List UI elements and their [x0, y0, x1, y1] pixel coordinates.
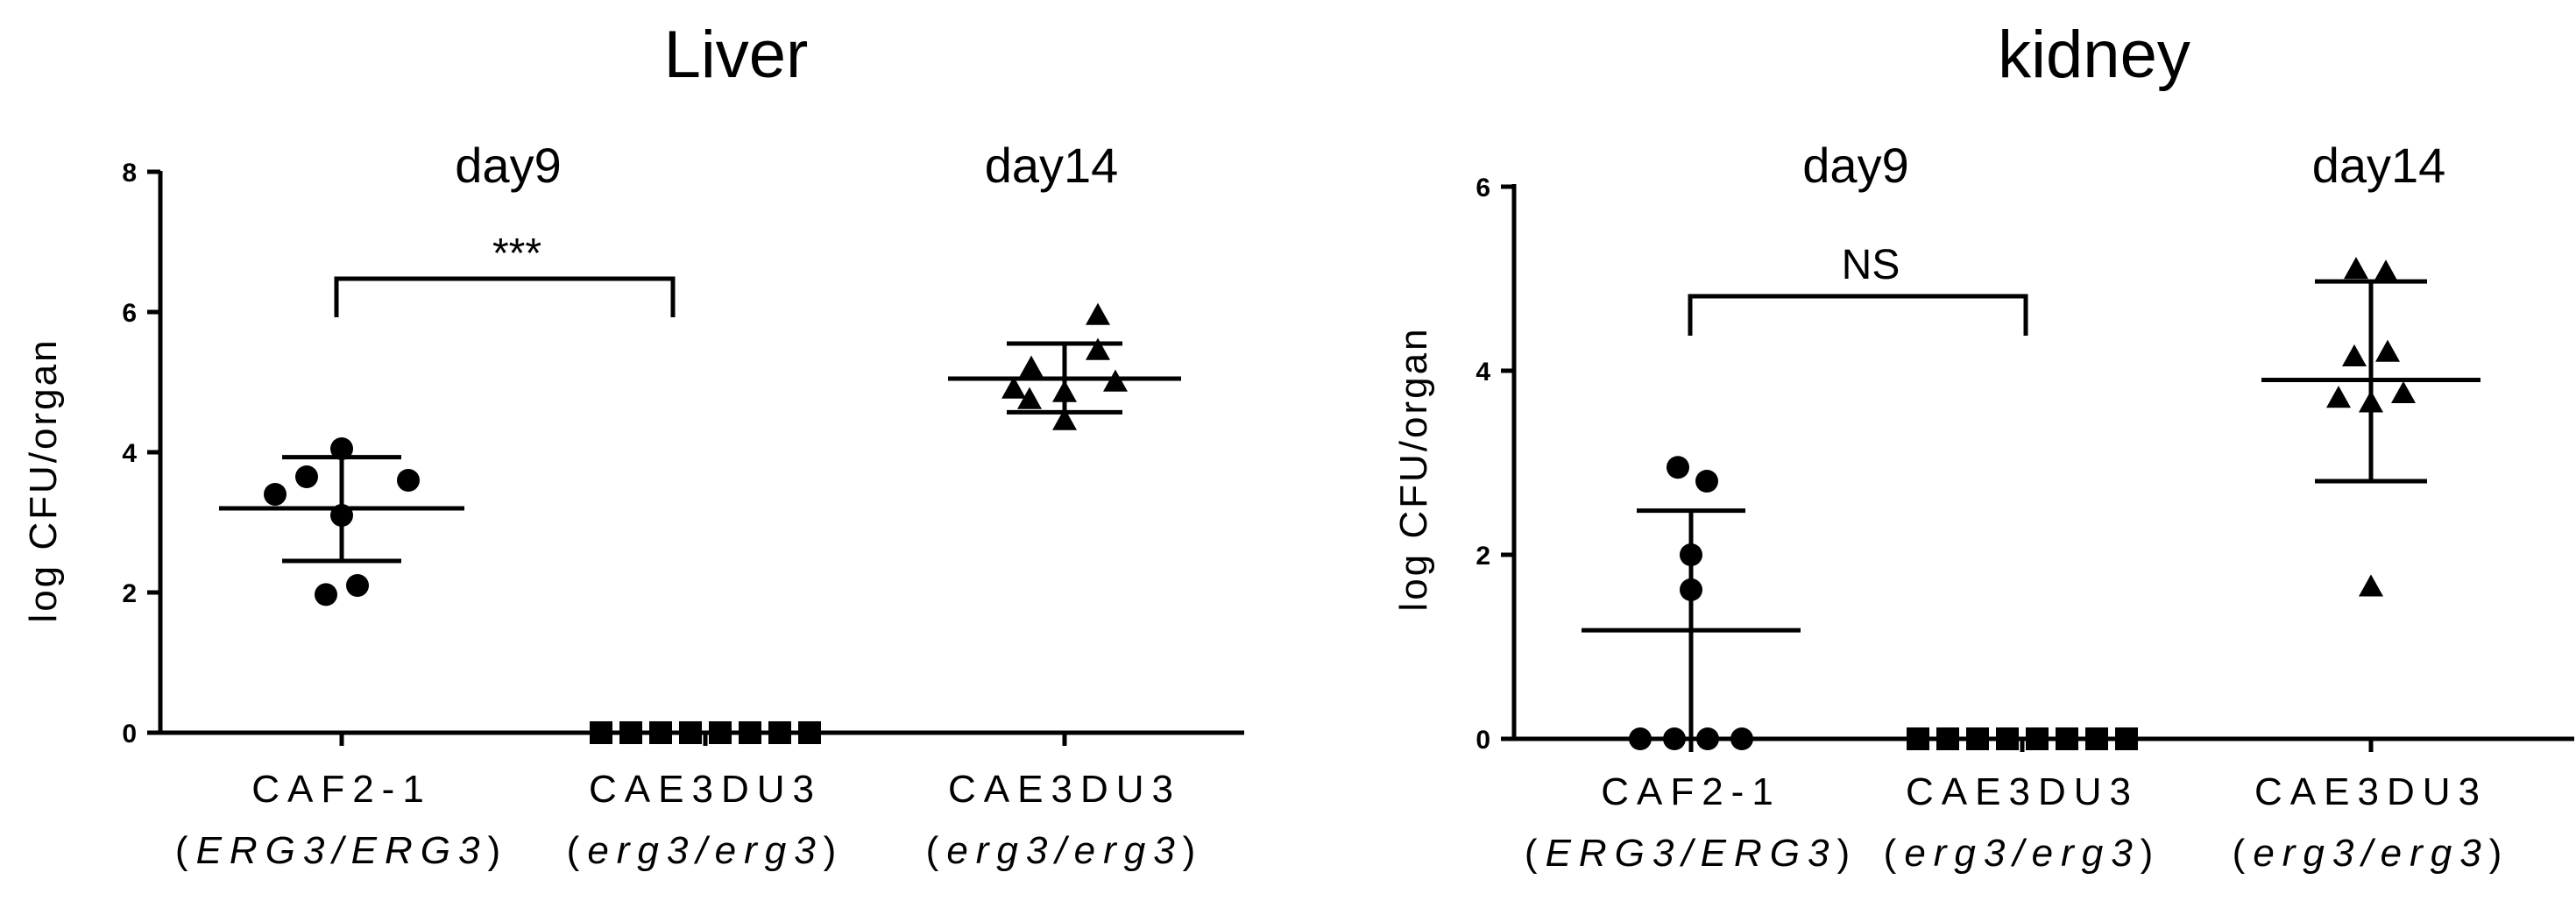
significance-label: *** — [492, 231, 541, 277]
bracket-line — [334, 276, 676, 317]
data-point-square — [768, 721, 791, 744]
data-point-circle — [264, 483, 287, 506]
category-label: CAE3DU3 — [1906, 770, 2139, 813]
data-point-square — [2115, 727, 2138, 750]
y-tick-label: 0 — [1476, 726, 1490, 755]
significance-label: NS — [1842, 242, 1900, 288]
data-point-square — [798, 721, 821, 744]
category-genotype: (erg3/erg3) — [926, 829, 1204, 872]
group-label-day14: day14 — [2312, 138, 2446, 193]
data-point-triangle — [2359, 574, 2383, 597]
y-tick-label: 8 — [122, 159, 137, 188]
y-tick-label: 6 — [1476, 174, 1490, 202]
data-point-circle — [1730, 727, 1753, 750]
data-point-square — [649, 721, 672, 744]
x-ticks — [1688, 739, 2374, 752]
group-label-day9: day9 — [455, 138, 561, 193]
y-tick-label: 6 — [122, 299, 137, 328]
data-point-triangle — [1017, 387, 1042, 409]
y-ticks: 0 2 4 6 8 — [122, 159, 160, 748]
x-ticks — [339, 733, 1067, 746]
data-point-triangle — [2326, 386, 2351, 408]
group-label-day14: day14 — [985, 138, 1119, 193]
y-tick-label: 2 — [1476, 542, 1490, 571]
data-point-square — [709, 721, 732, 744]
chart-title: Liver — [664, 18, 809, 92]
data-point-circle — [295, 465, 318, 488]
y-axis-label: log CFU/organ — [22, 337, 65, 622]
y-tick-label: 4 — [1476, 358, 1490, 387]
significance-bracket: NS — [1688, 242, 2028, 336]
data-point-circle — [1629, 727, 1652, 750]
data-marks — [1582, 257, 2480, 750]
data-point-circle — [1667, 456, 1689, 479]
category-genotype: (ERG3/ERG3) — [175, 829, 508, 872]
category-genotype: (erg3/erg3) — [2233, 832, 2510, 875]
data-point-square — [679, 721, 702, 744]
y-tick-label: 2 — [122, 579, 137, 608]
data-point-square — [619, 721, 642, 744]
data-point-triangle — [1086, 302, 1110, 325]
chart-title: kidney — [1998, 18, 2190, 92]
group-label-day9: day9 — [1802, 138, 1908, 193]
category-label: CAF2-1 — [1601, 770, 1781, 813]
data-point-square — [1996, 727, 2019, 750]
bracket-line — [1688, 294, 2028, 336]
data-point-square — [1966, 727, 1989, 750]
y-ticks: 0 2 4 6 — [1476, 174, 1514, 755]
kidney-panel: kidney day9 day14 log CFU/organ 0 2 4 6 … — [1392, 18, 2574, 875]
y-tick-label: 4 — [122, 439, 137, 468]
data-point-circle — [1695, 470, 1718, 493]
data-point-square — [2026, 727, 2049, 750]
data-point-circle — [330, 437, 353, 460]
data-point-circle — [1663, 727, 1686, 750]
category-genotype: (erg3/erg3) — [1884, 832, 2162, 875]
data-point-triangle — [2391, 380, 2416, 404]
significance-bracket: *** — [334, 231, 676, 317]
y-tick-label: 0 — [122, 720, 137, 748]
data-point-triangle — [2344, 257, 2368, 280]
data-point-square — [1907, 727, 1929, 750]
data-point-square — [2085, 727, 2108, 750]
data-point-triangle — [1052, 408, 1077, 430]
category-labels: CAF2-1 (ERG3/ERG3) CAE3DU3 (erg3/erg3) C… — [1525, 770, 2510, 875]
data-point-triangle — [2374, 259, 2398, 282]
data-point-square — [2056, 727, 2078, 750]
category-genotype: (erg3/erg3) — [567, 829, 845, 872]
data-point-triangle — [1001, 376, 1026, 399]
category-label: CAE3DU3 — [948, 768, 1181, 811]
data-point-triangle — [2375, 339, 2400, 362]
liver-panel: Liver day9 day14 log CFU/organ 0 2 4 6 8… — [22, 18, 1244, 872]
data-point-square — [739, 721, 761, 744]
category-label: CAF2-1 — [251, 768, 432, 811]
y-axis-label: log CFU/organ — [1392, 326, 1435, 611]
data-point-triangle — [1086, 337, 1110, 360]
data-point-circle — [346, 574, 369, 597]
data-point-square — [590, 721, 612, 744]
category-labels: CAF2-1 (ERG3/ERG3) CAE3DU3 (erg3/erg3) C… — [175, 768, 1204, 872]
data-point-circle — [397, 469, 420, 492]
category-label: CAE3DU3 — [589, 768, 822, 811]
data-marks — [219, 302, 1181, 744]
data-point-square — [1936, 727, 1959, 750]
category-label: CAE3DU3 — [2254, 770, 2488, 813]
data-point-triangle — [2342, 344, 2367, 367]
data-point-circle — [315, 583, 337, 606]
data-point-triangle — [1019, 355, 1044, 378]
data-point-circle — [1696, 727, 1719, 750]
category-genotype: (ERG3/ERG3) — [1525, 832, 1858, 875]
